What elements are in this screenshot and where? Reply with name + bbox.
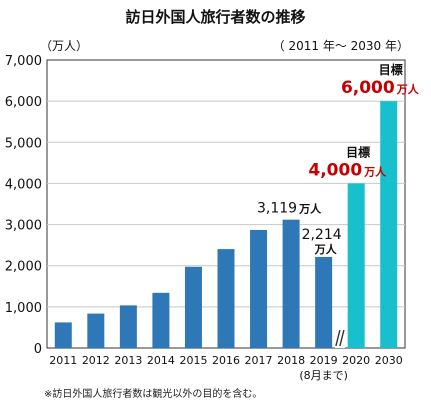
target-unit-label: 万人 — [396, 82, 420, 96]
bar-2019 — [315, 256, 333, 348]
y-tick-label: 7,000 — [5, 54, 42, 69]
axis-break-marker — [334, 329, 345, 348]
target-prefix-label: 目標 — [379, 62, 403, 77]
bar-value-label: 3,119 — [257, 201, 297, 217]
bar-2014 — [152, 292, 170, 348]
footnote: ※訪日外国人旅行者数は観光以外の目的を含む。 — [44, 389, 263, 400]
x-tick-label: 2016 — [212, 354, 240, 367]
y-tick-label: 0 — [34, 342, 42, 357]
x-tick-label: 2017 — [245, 354, 273, 367]
y-tick-label: 1,000 — [5, 301, 42, 316]
x-tick-label: 2014 — [147, 354, 175, 367]
bar-2011 — [54, 322, 72, 348]
x-tick-label: 2019 — [310, 354, 338, 367]
period-label: （ 2011 年〜 2030 年） — [272, 39, 409, 53]
bar-2016 — [217, 249, 235, 348]
axis-break-gap — [334, 330, 345, 348]
y-tick-label: 4,000 — [5, 177, 42, 192]
x-tick-label: 2030 — [375, 354, 403, 367]
x-tick-label: 2018 — [277, 354, 305, 367]
chart-title: 訪日外国人旅行者数の推移 — [125, 8, 306, 26]
y-tick-label: 2,000 — [5, 260, 42, 275]
y-tick-label: 5,000 — [5, 136, 42, 151]
y-tick-label: 3,000 — [5, 219, 42, 234]
x-tick-label: 2012 — [82, 354, 110, 367]
y-tick-label: 6,000 — [5, 95, 42, 110]
bar-2018 — [282, 219, 300, 348]
bar-2015 — [184, 266, 202, 348]
x-tick-sublabel: (8月まで) — [299, 369, 348, 382]
target-value-label: 4,000 — [308, 160, 362, 180]
x-tick-label: 2011 — [49, 354, 77, 367]
bar-2020 — [347, 183, 365, 348]
bar-2017 — [250, 229, 268, 348]
axis-break-stroke — [335, 329, 341, 347]
y-axis-unit-label: （万人） — [40, 39, 89, 53]
bar-value-label: 2,214 — [302, 227, 342, 243]
x-tick-label: 2015 — [179, 354, 207, 367]
x-tick-label: 2013 — [114, 354, 142, 367]
bar-2013 — [119, 305, 137, 348]
target-value-label: 6,000 — [341, 78, 395, 98]
axis-break-stroke — [339, 329, 345, 347]
bar-unit-label: 万人 — [314, 242, 338, 256]
bar-2012 — [87, 313, 105, 348]
bar-2030 — [380, 101, 398, 349]
target-prefix-label: 目標 — [346, 144, 370, 159]
x-tick-label: 2020 — [342, 354, 370, 367]
target-unit-label: 万人 — [363, 164, 387, 178]
bar-unit-label: 万人 — [298, 202, 322, 216]
